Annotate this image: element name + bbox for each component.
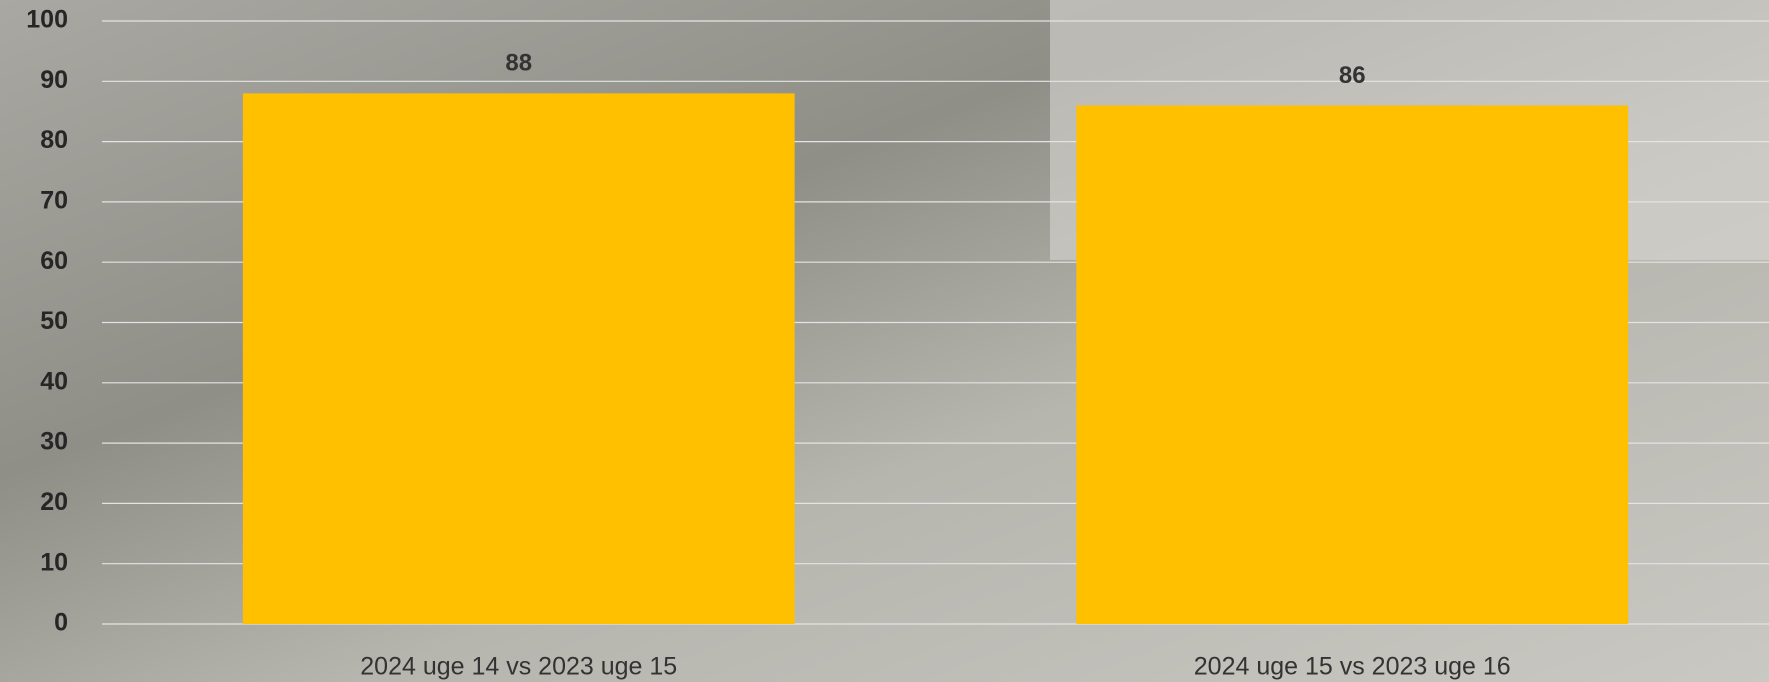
- y-tick-label: 70: [40, 187, 68, 215]
- bar: [242, 93, 795, 625]
- y-tick-label: 30: [40, 428, 68, 456]
- y-tick-label: 90: [40, 66, 68, 94]
- y-tick-label: 20: [40, 488, 68, 516]
- y-tick-label: 100: [26, 6, 68, 34]
- y-tick-label: 80: [40, 126, 68, 154]
- y-tick-label: 40: [40, 367, 68, 395]
- y-tick-label: 60: [40, 247, 68, 275]
- x-tick-label: 2024 uge 15 vs 2023 uge 16: [1194, 653, 1511, 681]
- value-label: 88: [505, 50, 532, 77]
- y-tick-label: 10: [40, 548, 68, 576]
- y-tick-label: 0: [54, 609, 68, 637]
- value-label: 86: [1339, 62, 1366, 89]
- y-tick-label: 50: [40, 307, 68, 335]
- bar: [1076, 105, 1629, 625]
- x-tick-label: 2024 uge 14 vs 2023 uge 15: [360, 653, 677, 681]
